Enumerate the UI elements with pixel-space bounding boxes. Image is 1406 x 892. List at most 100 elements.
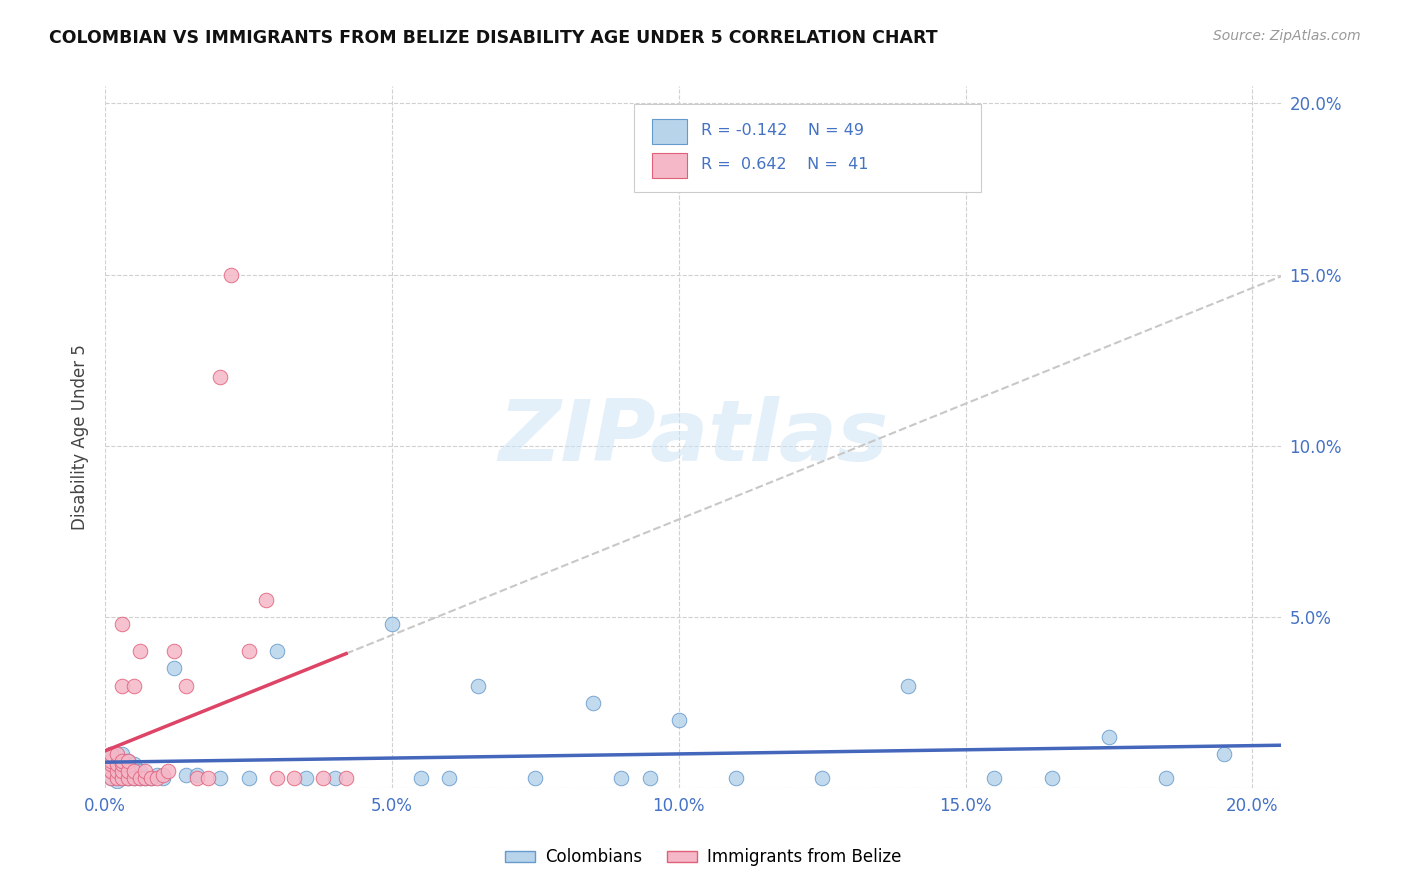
Immigrants from Belize — [111, 616, 134, 631]
Colombians — [811, 771, 834, 785]
Colombians — [238, 771, 260, 785]
Colombians — [128, 764, 150, 778]
Immigrants from Belize — [122, 679, 145, 693]
Immigrants from Belize — [122, 764, 145, 778]
Colombians — [105, 750, 128, 764]
Colombians — [266, 644, 288, 658]
Immigrants from Belize — [266, 771, 288, 785]
Colombians — [725, 771, 748, 785]
Immigrants from Belize — [117, 764, 139, 778]
Text: R = -0.142    N = 49: R = -0.142 N = 49 — [702, 123, 865, 138]
Colombians — [139, 771, 162, 785]
Immigrants from Belize — [105, 757, 128, 772]
Colombians — [117, 754, 139, 768]
Colombians — [668, 713, 690, 727]
Bar — [652, 153, 688, 178]
Immigrants from Belize — [152, 767, 174, 781]
Colombians — [638, 771, 661, 785]
Immigrants from Belize — [254, 593, 277, 607]
Colombians — [610, 771, 633, 785]
Text: ZIPatlas: ZIPatlas — [498, 396, 889, 479]
Colombians — [467, 679, 489, 693]
Colombians — [295, 771, 318, 785]
Colombians — [1154, 771, 1177, 785]
Colombians — [1098, 730, 1121, 744]
Immigrants from Belize — [134, 764, 156, 778]
Immigrants from Belize — [186, 771, 208, 785]
Colombians — [1040, 771, 1063, 785]
Immigrants from Belize — [100, 764, 122, 778]
Colombians — [152, 771, 174, 785]
Text: COLOMBIAN VS IMMIGRANTS FROM BELIZE DISABILITY AGE UNDER 5 CORRELATION CHART: COLOMBIAN VS IMMIGRANTS FROM BELIZE DISA… — [49, 29, 938, 46]
Immigrants from Belize — [122, 771, 145, 785]
FancyBboxPatch shape — [634, 103, 981, 192]
Colombians — [122, 771, 145, 785]
Immigrants from Belize — [111, 757, 134, 772]
Colombians — [117, 771, 139, 785]
Colombians — [134, 771, 156, 785]
Immigrants from Belize — [105, 771, 128, 785]
Colombians — [100, 757, 122, 772]
Immigrants from Belize — [134, 771, 156, 785]
Colombians — [100, 747, 122, 761]
Colombians — [524, 771, 547, 785]
Colombians — [1212, 747, 1234, 761]
Immigrants from Belize — [111, 754, 134, 768]
Legend: Colombians, Immigrants from Belize: Colombians, Immigrants from Belize — [498, 842, 908, 873]
Immigrants from Belize — [312, 771, 335, 785]
Colombians — [146, 767, 169, 781]
Immigrants from Belize — [163, 644, 186, 658]
Immigrants from Belize — [335, 771, 357, 785]
Colombians — [381, 616, 404, 631]
Immigrants from Belize — [111, 764, 134, 778]
Colombians — [174, 767, 197, 781]
Colombians — [128, 771, 150, 785]
Colombians — [111, 747, 134, 761]
Colombians — [100, 764, 122, 778]
Colombians — [111, 771, 134, 785]
Immigrants from Belize — [197, 771, 219, 785]
Colombians — [105, 774, 128, 789]
Immigrants from Belize — [128, 771, 150, 785]
Colombians — [111, 757, 134, 772]
Colombians — [105, 767, 128, 781]
Immigrants from Belize — [105, 747, 128, 761]
Colombians — [117, 764, 139, 778]
Colombians — [208, 771, 231, 785]
Text: Source: ZipAtlas.com: Source: ZipAtlas.com — [1213, 29, 1361, 43]
Immigrants from Belize — [174, 679, 197, 693]
Immigrants from Belize — [117, 754, 139, 768]
Colombians — [105, 761, 128, 775]
Colombians — [163, 661, 186, 675]
Colombians — [122, 757, 145, 772]
Colombians — [122, 764, 145, 778]
Immigrants from Belize — [100, 757, 122, 772]
Immigrants from Belize — [238, 644, 260, 658]
Immigrants from Belize — [139, 771, 162, 785]
Immigrants from Belize — [146, 771, 169, 785]
Colombians — [439, 771, 461, 785]
Bar — [652, 120, 688, 144]
Colombians — [186, 767, 208, 781]
Immigrants from Belize — [100, 771, 122, 785]
Colombians — [582, 696, 605, 710]
Immigrants from Belize — [111, 771, 134, 785]
Immigrants from Belize — [208, 370, 231, 384]
Immigrants from Belize — [157, 764, 180, 778]
Immigrants from Belize — [117, 771, 139, 785]
Immigrants from Belize — [283, 771, 305, 785]
Immigrants from Belize — [221, 268, 243, 282]
Immigrants from Belize — [128, 644, 150, 658]
Immigrants from Belize — [111, 679, 134, 693]
Colombians — [983, 771, 1005, 785]
Colombians — [100, 771, 122, 785]
Colombians — [323, 771, 346, 785]
Colombians — [111, 764, 134, 778]
Colombians — [897, 679, 920, 693]
Immigrants from Belize — [100, 754, 122, 768]
Y-axis label: Disability Age Under 5: Disability Age Under 5 — [72, 344, 89, 530]
Colombians — [409, 771, 432, 785]
Immigrants from Belize — [105, 764, 128, 778]
Immigrants from Belize — [100, 747, 122, 761]
Text: R =  0.642    N =  41: R = 0.642 N = 41 — [702, 157, 869, 172]
